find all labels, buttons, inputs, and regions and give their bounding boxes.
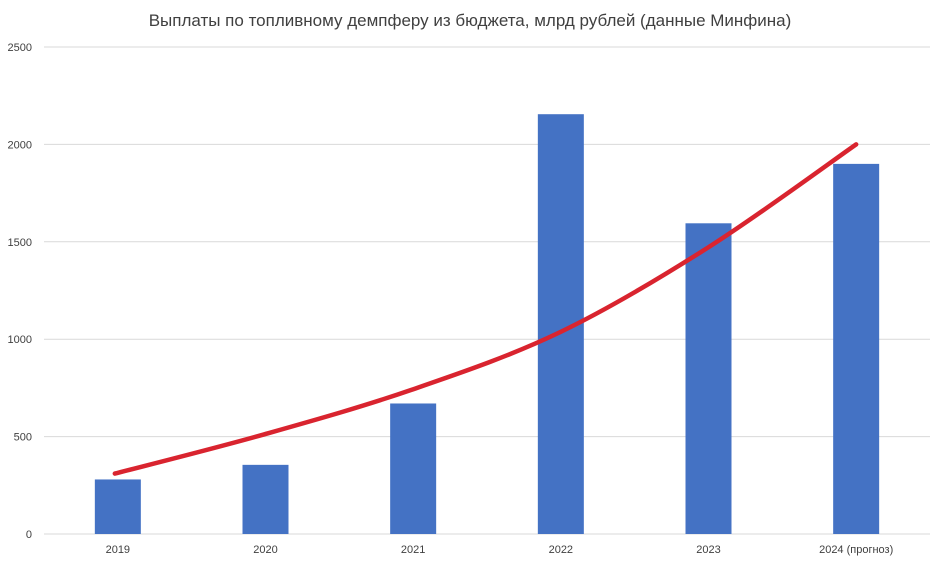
bar-2021 bbox=[390, 403, 437, 534]
x-tick-label: 2024 (прогноз) bbox=[819, 544, 893, 556]
x-axis-labels: 2019 2020 2021 2022 2023 2024 (прогноз) bbox=[106, 544, 894, 556]
y-tick-label: 0 bbox=[26, 529, 32, 541]
bar-2019 bbox=[94, 479, 141, 534]
gridlines bbox=[44, 46, 930, 535]
y-axis-ticks: 0 500 1000 1500 2000 2500 bbox=[8, 42, 32, 541]
y-tick-label: 2500 bbox=[8, 42, 32, 54]
x-tick-label: 2021 bbox=[401, 544, 425, 556]
trend-layer bbox=[112, 142, 859, 476]
y-tick-label: 500 bbox=[14, 432, 32, 444]
bars bbox=[94, 114, 880, 535]
bar-2024 bbox=[833, 163, 880, 534]
bar-2020 bbox=[242, 464, 289, 534]
x-tick-label: 2020 bbox=[253, 544, 277, 556]
x-tick-label: 2022 bbox=[549, 544, 573, 556]
chart-title: Выплаты по топливному демпферу из бюджет… bbox=[149, 11, 792, 30]
x-tick-label: 2023 bbox=[696, 544, 720, 556]
y-tick-label: 1000 bbox=[8, 334, 32, 346]
y-tick-label: 1500 bbox=[8, 237, 32, 249]
y-tick-label: 2000 bbox=[8, 139, 32, 151]
trend-line bbox=[112, 142, 859, 476]
x-tick-label: 2019 bbox=[106, 544, 130, 556]
bar-2023 bbox=[685, 223, 732, 534]
